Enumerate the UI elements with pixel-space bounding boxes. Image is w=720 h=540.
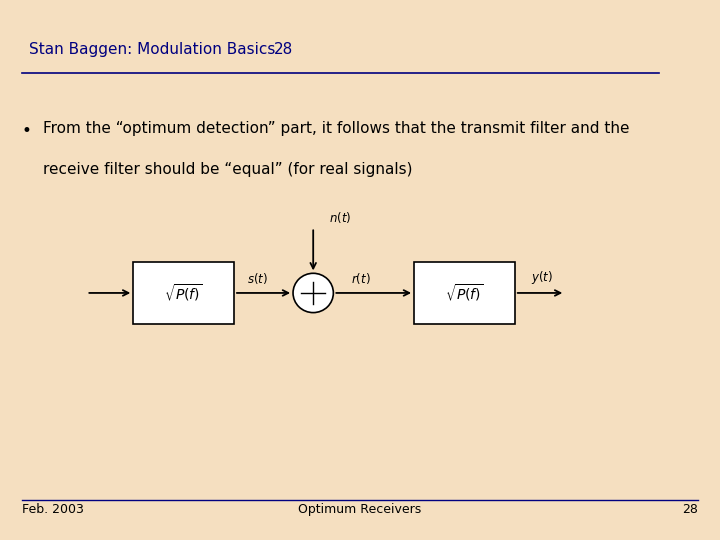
Ellipse shape <box>293 273 333 313</box>
Text: $s(t)$: $s(t)$ <box>247 272 269 286</box>
Text: •: • <box>22 122 32 139</box>
Text: 28: 28 <box>683 503 698 516</box>
Text: $r(t)$: $r(t)$ <box>351 272 371 286</box>
Text: From the “optimum detection” part, it follows that the transmit filter and the: From the “optimum detection” part, it fo… <box>43 122 630 137</box>
Text: Stan Baggen: Modulation Basics: Stan Baggen: Modulation Basics <box>29 42 275 57</box>
Bar <box>133 262 234 324</box>
Text: 28: 28 <box>274 42 293 57</box>
Bar <box>414 262 515 324</box>
Text: $\sqrt{P(f)}$: $\sqrt{P(f)}$ <box>164 282 203 303</box>
Text: $n(t)$: $n(t)$ <box>329 210 351 225</box>
Text: receive filter should be “equal” (for real signals): receive filter should be “equal” (for re… <box>43 162 413 177</box>
Text: $\sqrt{P(f)}$: $\sqrt{P(f)}$ <box>445 282 484 303</box>
Text: Optimum Receivers: Optimum Receivers <box>298 503 422 516</box>
Text: $y(t)$: $y(t)$ <box>531 269 553 286</box>
Text: Feb. 2003: Feb. 2003 <box>22 503 84 516</box>
